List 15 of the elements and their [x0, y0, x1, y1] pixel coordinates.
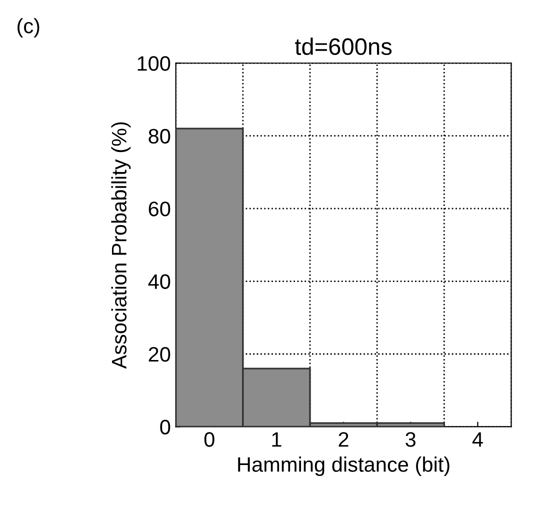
- y-tick-label: 60: [148, 202, 170, 216]
- x-axis-title: Hamming distance (bit): [238, 456, 450, 476]
- y-tick-label: 20: [148, 347, 170, 362]
- y-tick-label: 80: [148, 128, 170, 144]
- y-axis-title: Association Probability (%): [111, 122, 131, 369]
- y-tick-label: 40: [148, 274, 170, 290]
- text: (c): [18, 18, 40, 38]
- x-tick-label: 0: [204, 432, 214, 447]
- y-tick-label: 100: [138, 56, 170, 71]
- x-tick-label: 1: [272, 432, 282, 447]
- x-tick-label: 3: [406, 432, 416, 447]
- x-tick-label: 4: [472, 432, 483, 447]
- x-tick-label: 2: [338, 432, 348, 447]
- y-tick-label: 0: [160, 420, 170, 434]
- chart-title: td=600ns: [294, 38, 392, 56]
